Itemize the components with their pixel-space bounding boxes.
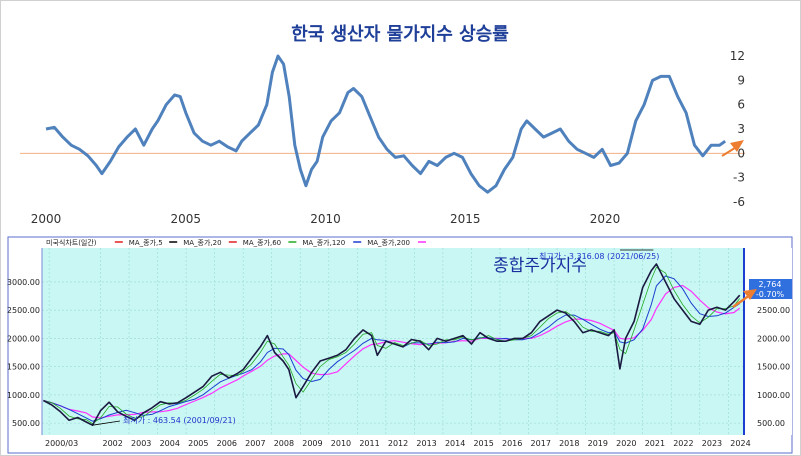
kospi-ma-60-line xyxy=(43,266,741,425)
ppi-x-tick-label: 2015 xyxy=(450,212,481,226)
kospi-x-tick-label: 2017 xyxy=(531,439,551,448)
kospi-legend-label: MA_종가,60 xyxy=(243,238,281,247)
kospi-x-tick-label: 2004 xyxy=(160,439,180,448)
ppi-chart-title: 한국 생산자 물가지수 상승률 xyxy=(291,24,509,45)
kospi-x-tick-label: 2021 xyxy=(645,439,665,448)
kospi-trend-arrow xyxy=(732,289,757,309)
kospi-x-tick-label: 2022 xyxy=(673,439,693,448)
current-change-label: -0.70% xyxy=(756,290,785,299)
kospi-legend-label: MA_종가,120 xyxy=(302,238,345,247)
kospi-min-pointer-line xyxy=(92,420,121,426)
ppi-x-tick-label: 2020 xyxy=(590,212,621,226)
kospi-right-y-tick-label: 1500.00 xyxy=(757,363,790,372)
kospi-x-tick-label: 2006 xyxy=(217,439,237,448)
ppi-y-tick-label: 6 xyxy=(737,98,745,112)
kospi-x-tick-label: 2008 xyxy=(274,439,294,448)
ppi-x-tick-label: 2010 xyxy=(310,212,341,226)
ppi-y-tick-label: 12 xyxy=(730,49,745,63)
kospi-plot-area xyxy=(42,248,744,435)
kospi-chart: 3000.00 2500.00 2000.00 1500.00 1000.00 500.0… xyxy=(7,236,793,454)
ppi-y-axis: 12 9 6 3 0 -3 -6 xyxy=(730,49,745,209)
kospi-left-y-tick-label: 500.00 xyxy=(12,419,40,428)
kospi-x-axis: 2000/03 2002 2003 2004 2005 2006 2007 2008 2009 2… xyxy=(45,439,751,448)
ppi-x-axis: 2000 2005 2010 2015 2020 xyxy=(31,212,621,226)
kospi-x-tick-label: 2000/03 xyxy=(45,439,78,448)
kospi-x-tick-label: 2016 xyxy=(502,439,522,448)
kospi-left-y-tick-label: 2500.00 xyxy=(7,306,40,315)
kospi-x-tick-label: 2009 xyxy=(302,439,322,448)
kospi-left-y-tick-label: 2000.00 xyxy=(7,334,40,343)
kospi-x-tick-label: 2024 xyxy=(730,439,750,448)
kospi-min-pointer xyxy=(92,420,121,426)
kospi-x-tick-label: 2020 xyxy=(616,439,636,448)
current-price-box xyxy=(749,279,792,289)
kospi-left-y-tick-label: 3000.00 xyxy=(7,278,40,287)
kospi-x-tick-label: 2014 xyxy=(445,439,465,448)
current-price-label: 2,764 xyxy=(759,280,782,289)
kospi-x-tick-label: 2018 xyxy=(559,439,579,448)
kospi-legend: 미국식차트(일간) MA_종가,5 MA_종가,20 MA_종가,60 MA_종가,12… xyxy=(46,238,426,247)
kospi-right-y-tick-label: 2000.00 xyxy=(757,334,790,343)
kospi-x-tick-label: 2011 xyxy=(359,439,379,448)
kospi-x-tick-label: 2013 xyxy=(416,439,436,448)
kospi-x-tick-label: 2003 xyxy=(131,439,151,448)
kospi-x-tick-label: 2015 xyxy=(473,439,493,448)
ppi-series-line xyxy=(45,54,727,194)
ppi-y-tick-label: 0 xyxy=(737,146,745,160)
kospi-x-tick-label: 2007 xyxy=(245,439,265,448)
ppi-x-tick-label: 2000 xyxy=(31,212,62,226)
kospi-legend-label: MA_종가,20 xyxy=(183,238,221,247)
kospi-x-tick-label: 2012 xyxy=(388,439,408,448)
current-change-box xyxy=(749,289,792,299)
kospi-x-tick-label: 2023 xyxy=(702,439,722,448)
kospi-x-axis-area xyxy=(42,435,744,451)
kospi-legend-label: MA_종가,5 xyxy=(129,238,163,247)
ppi-y-tick-label: 9 xyxy=(737,73,745,87)
kospi-x-tick-label: 2010 xyxy=(331,439,351,448)
ppi-y-tick-label: -3 xyxy=(733,171,745,185)
kospi-right-y-tick-label: 2500.00 xyxy=(757,306,790,315)
ppi-series-layer xyxy=(45,54,727,194)
kospi-right-y-tick-label: 500.00 xyxy=(757,419,785,428)
kospi-chart-title: 종합주가지수 xyxy=(493,256,587,276)
kospi-left-y-tick-label: 1000.00 xyxy=(7,391,40,400)
kospi-right-y-tick-label: 1000.00 xyxy=(757,391,790,400)
kospi-min-label: 최저가 : 463.54 (2001/09/21) xyxy=(123,415,236,425)
kospi-arrow-shaft xyxy=(732,293,751,309)
kospi-ma-200-line xyxy=(43,284,741,419)
ppi-arrow-head xyxy=(730,140,744,152)
kospi-left-y-tick-label: 1500.00 xyxy=(7,363,40,372)
kospi-max-label: 최고가 : 3,316.08 (2021/06/25) xyxy=(539,251,659,261)
ppi-x-tick-label: 2005 xyxy=(170,212,201,226)
ppi-trend-arrow xyxy=(721,140,744,157)
kospi-x-tick-label: 2002 xyxy=(103,439,123,448)
kospi-x-tick-label: 2005 xyxy=(188,439,208,448)
kospi-series-layer xyxy=(43,263,741,426)
kospi-x-tick-label: 2019 xyxy=(588,439,608,448)
kospi-legend-label: MA_종가,200 xyxy=(367,238,410,247)
kospi-price-line xyxy=(43,263,741,426)
ppi-y-tick-label: 3 xyxy=(737,122,745,136)
ppi-y-tick-label: -6 xyxy=(733,195,745,209)
kospi-arrow-head xyxy=(743,289,757,300)
kospi-legend-label: 미국식차트(일간) xyxy=(46,238,97,247)
